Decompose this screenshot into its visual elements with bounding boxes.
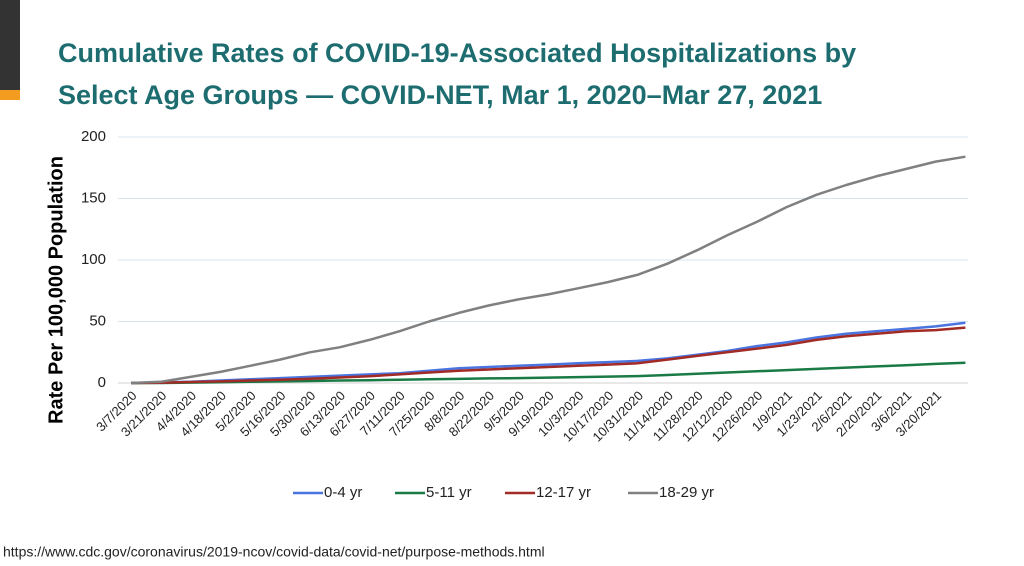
legend-label: 5-11 yr xyxy=(426,484,472,501)
series-line xyxy=(130,321,966,385)
legend-label: 0-4 yr xyxy=(324,484,362,501)
y-tick-label: 0 xyxy=(98,374,106,391)
legend-label: 12-17 yr xyxy=(536,484,591,501)
legend-label: 18-29 yr xyxy=(659,484,714,501)
chart-title: Select Age Groups — COVID-NET, Mar 1, 20… xyxy=(58,80,822,110)
series-line xyxy=(130,326,966,385)
side-accent xyxy=(0,90,20,100)
chart-title: Cumulative Rates of COVID-19-Associated … xyxy=(58,38,856,68)
series-line xyxy=(130,155,966,385)
y-tick-label: 200 xyxy=(81,128,106,145)
y-tick-label: 50 xyxy=(89,312,106,329)
side-bar xyxy=(0,0,20,90)
y-tick-label: 150 xyxy=(81,189,106,206)
y-tick-label: 100 xyxy=(81,251,106,268)
series-line xyxy=(131,361,966,385)
y-axis-label: Rate Per 100,000 Population xyxy=(45,156,67,424)
source-url: https://www.cdc.gov/coronavirus/2019-nco… xyxy=(3,544,545,560)
